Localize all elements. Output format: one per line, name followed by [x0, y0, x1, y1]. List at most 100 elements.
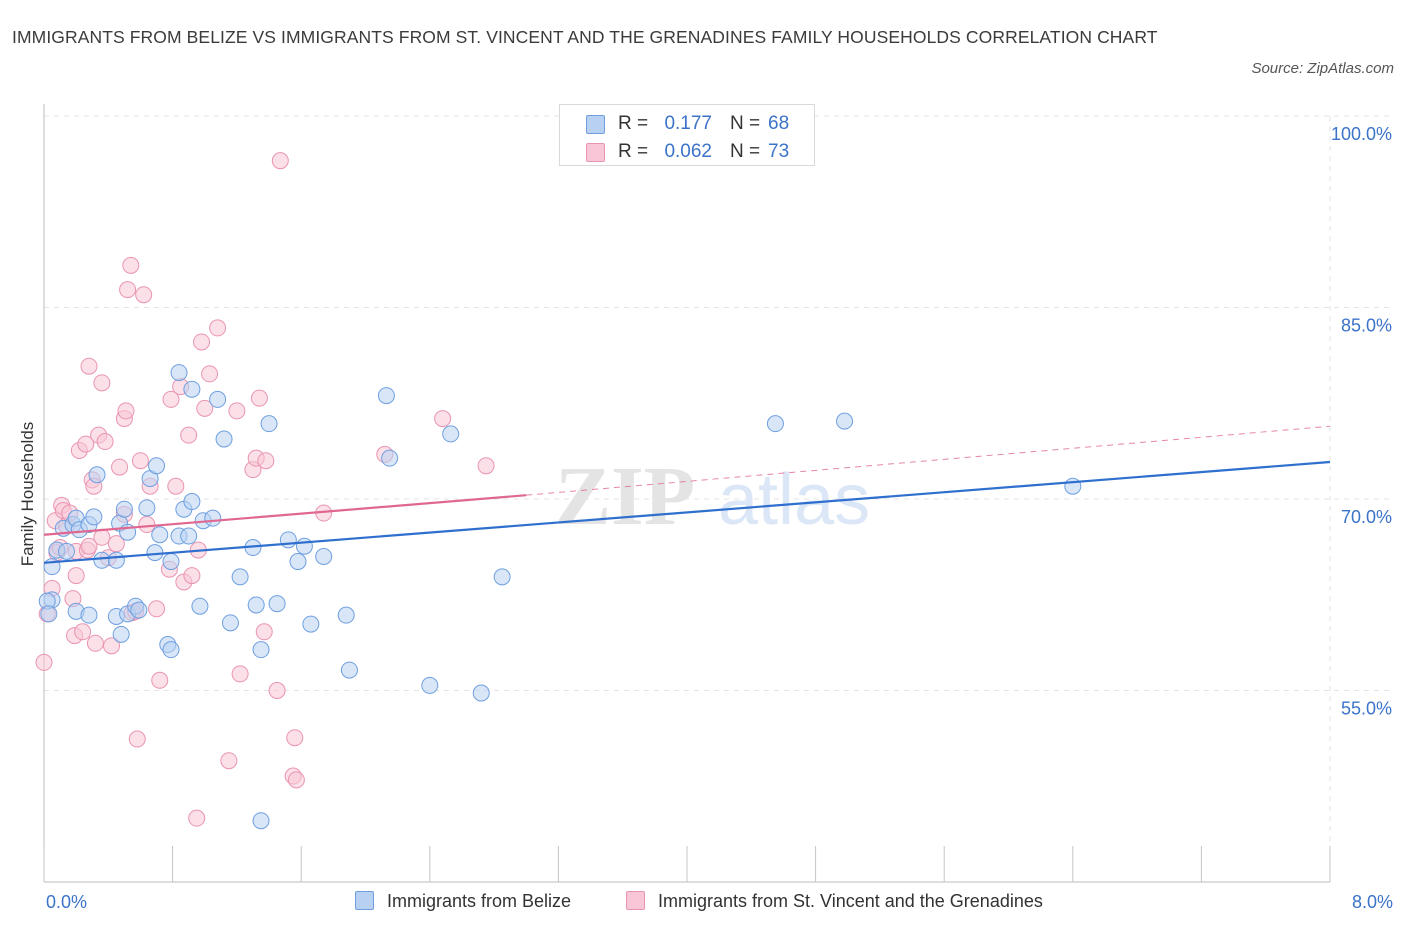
belize-point — [209, 390, 227, 408]
belize-point — [58, 542, 76, 560]
belize-point — [279, 531, 297, 549]
legend-n-value: 73 — [768, 141, 790, 162]
stvincent-point — [255, 623, 273, 641]
belize-point — [295, 537, 313, 555]
grid-lines — [44, 115, 1390, 882]
legend-row-belize: R = 0.177 N = 68 — [560, 110, 816, 138]
legend-n-value: 68 — [768, 113, 790, 134]
legend-n-label: N = — [730, 141, 761, 162]
belize-point — [377, 387, 395, 405]
belize-point — [252, 812, 270, 830]
belize-point — [183, 380, 201, 398]
legend-r-label: R = — [618, 141, 649, 162]
legend-r-label: R = — [618, 113, 649, 134]
y-tick-label: 55.0% — [1341, 699, 1392, 719]
stvincent-point — [193, 333, 211, 351]
belize-point — [231, 568, 249, 586]
belize-point — [260, 415, 278, 433]
legend-r-value: 0.062 — [664, 141, 712, 162]
belize-point — [85, 508, 103, 526]
axes — [43, 104, 1331, 883]
stvincent-point — [128, 730, 146, 748]
belize-point — [315, 547, 333, 565]
y-tick-label: 70.0% — [1341, 507, 1392, 527]
belize-point — [148, 457, 166, 475]
belize-points — [38, 364, 1082, 830]
watermark: ZIP atlas — [555, 450, 870, 543]
belize-point — [138, 499, 156, 517]
tick-labels: 55.0% 70.0% 85.0% 100.0% 0.0% 8.0% — [46, 124, 1393, 912]
stvincent-point — [477, 457, 495, 475]
stvincent-point — [107, 535, 125, 553]
belize-point — [442, 425, 460, 443]
stvincent-point — [271, 152, 289, 170]
stvincent-point — [96, 433, 114, 451]
stvincent-point — [77, 435, 95, 453]
legend-r-value: 0.177 — [664, 113, 712, 134]
stvincent-point — [131, 452, 149, 470]
belize-point — [130, 601, 148, 619]
stvincent-point — [188, 809, 206, 827]
belize-point — [421, 676, 439, 694]
stvincent-swatch — [626, 891, 645, 910]
belize-point — [107, 551, 125, 569]
belize-swatch — [586, 115, 605, 134]
belize-point — [204, 509, 222, 527]
belize-point — [183, 493, 201, 511]
belize-point — [766, 415, 784, 433]
stvincent-point — [231, 665, 249, 683]
stvincent-point — [80, 357, 98, 375]
belize-point — [191, 597, 209, 615]
belize-point — [381, 449, 399, 467]
stvincent-point — [35, 653, 53, 671]
y-axis-label: Family Households — [18, 421, 37, 567]
stvincent-point — [111, 458, 129, 476]
stvincent-point — [287, 771, 305, 789]
stvincent-point — [138, 516, 156, 534]
stvincent-point — [250, 389, 268, 407]
belize-point — [252, 641, 270, 659]
belize-point — [268, 595, 286, 613]
stvincent-point — [135, 286, 153, 304]
belize-point — [80, 606, 98, 624]
stvincent-point — [196, 399, 214, 417]
belize-point — [340, 661, 358, 679]
stvincent-point — [122, 256, 140, 274]
stvincent-point — [167, 477, 185, 495]
stvincent-point — [67, 567, 85, 585]
belize-point — [115, 500, 133, 518]
belize-trend-line — [43, 460, 1331, 564]
stvincent-point — [180, 426, 198, 444]
stvincent-point — [268, 682, 286, 699]
stvincent-point — [93, 374, 111, 392]
belize-point — [162, 641, 180, 659]
x-tick-label: 8.0% — [1352, 892, 1393, 912]
chart-title: IMMIGRANTS FROM BELIZE VS IMMIGRANTS FRO… — [12, 27, 1158, 47]
stvincent-point — [434, 410, 452, 428]
belize-point — [180, 527, 198, 545]
watermark-zip: ZIP — [555, 450, 695, 543]
stvincent-point — [119, 281, 137, 299]
belize-point — [472, 684, 490, 702]
belize-point — [170, 364, 188, 382]
stvincent-swatch — [586, 143, 605, 162]
y-tick-label: 85.0% — [1341, 316, 1392, 336]
trend-lines — [43, 425, 1331, 564]
legend: R = 0.177 N = 68 R = 0.062 N = 73 — [559, 104, 815, 166]
y-tick-label: 100.0% — [1331, 124, 1392, 144]
stvincent-point — [74, 623, 92, 641]
belize-point — [215, 430, 233, 448]
belize-point — [493, 568, 511, 586]
stvincent-point — [151, 671, 169, 689]
bottom-legend-label: Immigrants from Belize — [387, 891, 572, 911]
stvincent-point — [228, 402, 246, 420]
stvincent-point — [86, 634, 104, 652]
stvincent-trend-extension — [526, 425, 1331, 496]
belize-point — [302, 615, 320, 633]
stvincent-point — [148, 600, 166, 618]
x-tick-label: 0.0% — [46, 892, 87, 912]
belize-point — [162, 553, 180, 571]
stvincent-point — [93, 528, 111, 546]
stvincent-point — [220, 752, 238, 770]
